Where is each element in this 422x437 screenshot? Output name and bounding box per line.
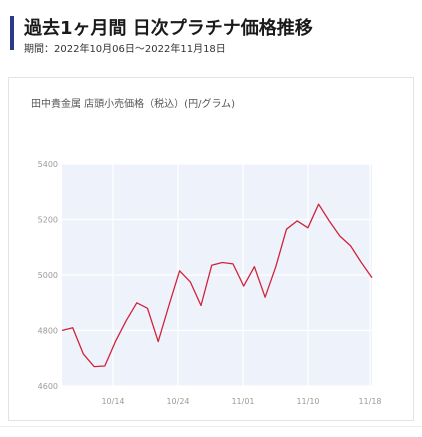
y-tick-label: 4800 <box>38 327 58 336</box>
y-tick-label: 5400 <box>38 160 58 169</box>
y-tick-label: 4600 <box>38 382 58 391</box>
x-tick-label: 10/14 <box>101 397 124 406</box>
x-tick-label: 11/01 <box>231 397 254 406</box>
price-series-line <box>61 203 373 368</box>
chart-title: 田中貴金属 店頭小売価格（税込）(円/グラム) <box>31 99 236 110</box>
y-tick-label: 5200 <box>38 216 58 225</box>
bottom-divider <box>0 426 422 427</box>
x-tick-label: 11/18 <box>358 397 381 406</box>
title-accent-bar <box>10 16 14 50</box>
x-tick-label: 11/10 <box>296 397 319 406</box>
y-tick-label: 5000 <box>38 271 58 280</box>
period-text: 期間：2022年10月06日〜2022年11月18日 <box>24 44 226 55</box>
page-title: 過去1ヶ月間 日次プラチナ価格推移 <box>24 18 313 39</box>
x-tick-label: 10/24 <box>166 397 189 406</box>
